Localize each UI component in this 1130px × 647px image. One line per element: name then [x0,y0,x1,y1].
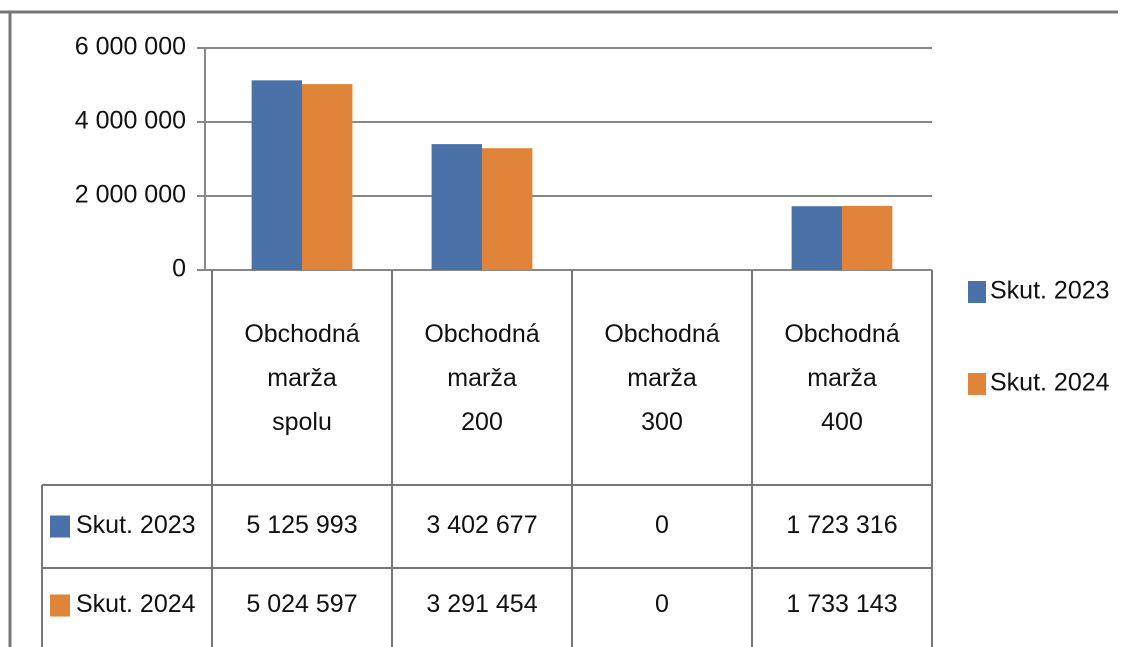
legend-key [968,373,986,395]
y-tick-label: 0 [172,255,186,283]
x-tick-label: Obchodná marža 300 [604,319,720,436]
table-row-header: Skut. 2023 [76,511,196,539]
data-label: 3 291 454 [426,590,537,618]
bar [302,84,353,271]
data-label: 5 125 993 [246,511,357,539]
bar [842,205,893,270]
legend-key [968,281,986,303]
bar [251,80,302,270]
data-label: 3 402 677 [426,511,537,539]
legend-label: Skut. 2023 [990,277,1110,305]
bar [431,144,482,270]
y-tick-label: 4 000 000 [75,107,186,135]
data-label: 0 [655,590,669,618]
table-legend-key [50,594,70,617]
data-label: 5 024 597 [246,590,357,618]
data-label: 1 723 316 [786,511,897,539]
x-tick-label: Obchodná marža 200 [424,319,540,436]
x-tick-label: Obchodná marža spolu [244,319,360,436]
data-label: 0 [655,511,669,539]
y-tick-label: 2 000 000 [75,181,186,209]
table-row-header: Skut. 2024 [76,590,196,618]
data-label: 1 733 143 [786,590,897,618]
bar [482,148,533,270]
bar [791,206,842,270]
y-tick-label: 6 000 000 [75,33,186,61]
legend-label: Skut. 2024 [990,369,1110,397]
table-legend-key [50,515,70,538]
x-tick-label: Obchodná marža 400 [784,319,900,436]
